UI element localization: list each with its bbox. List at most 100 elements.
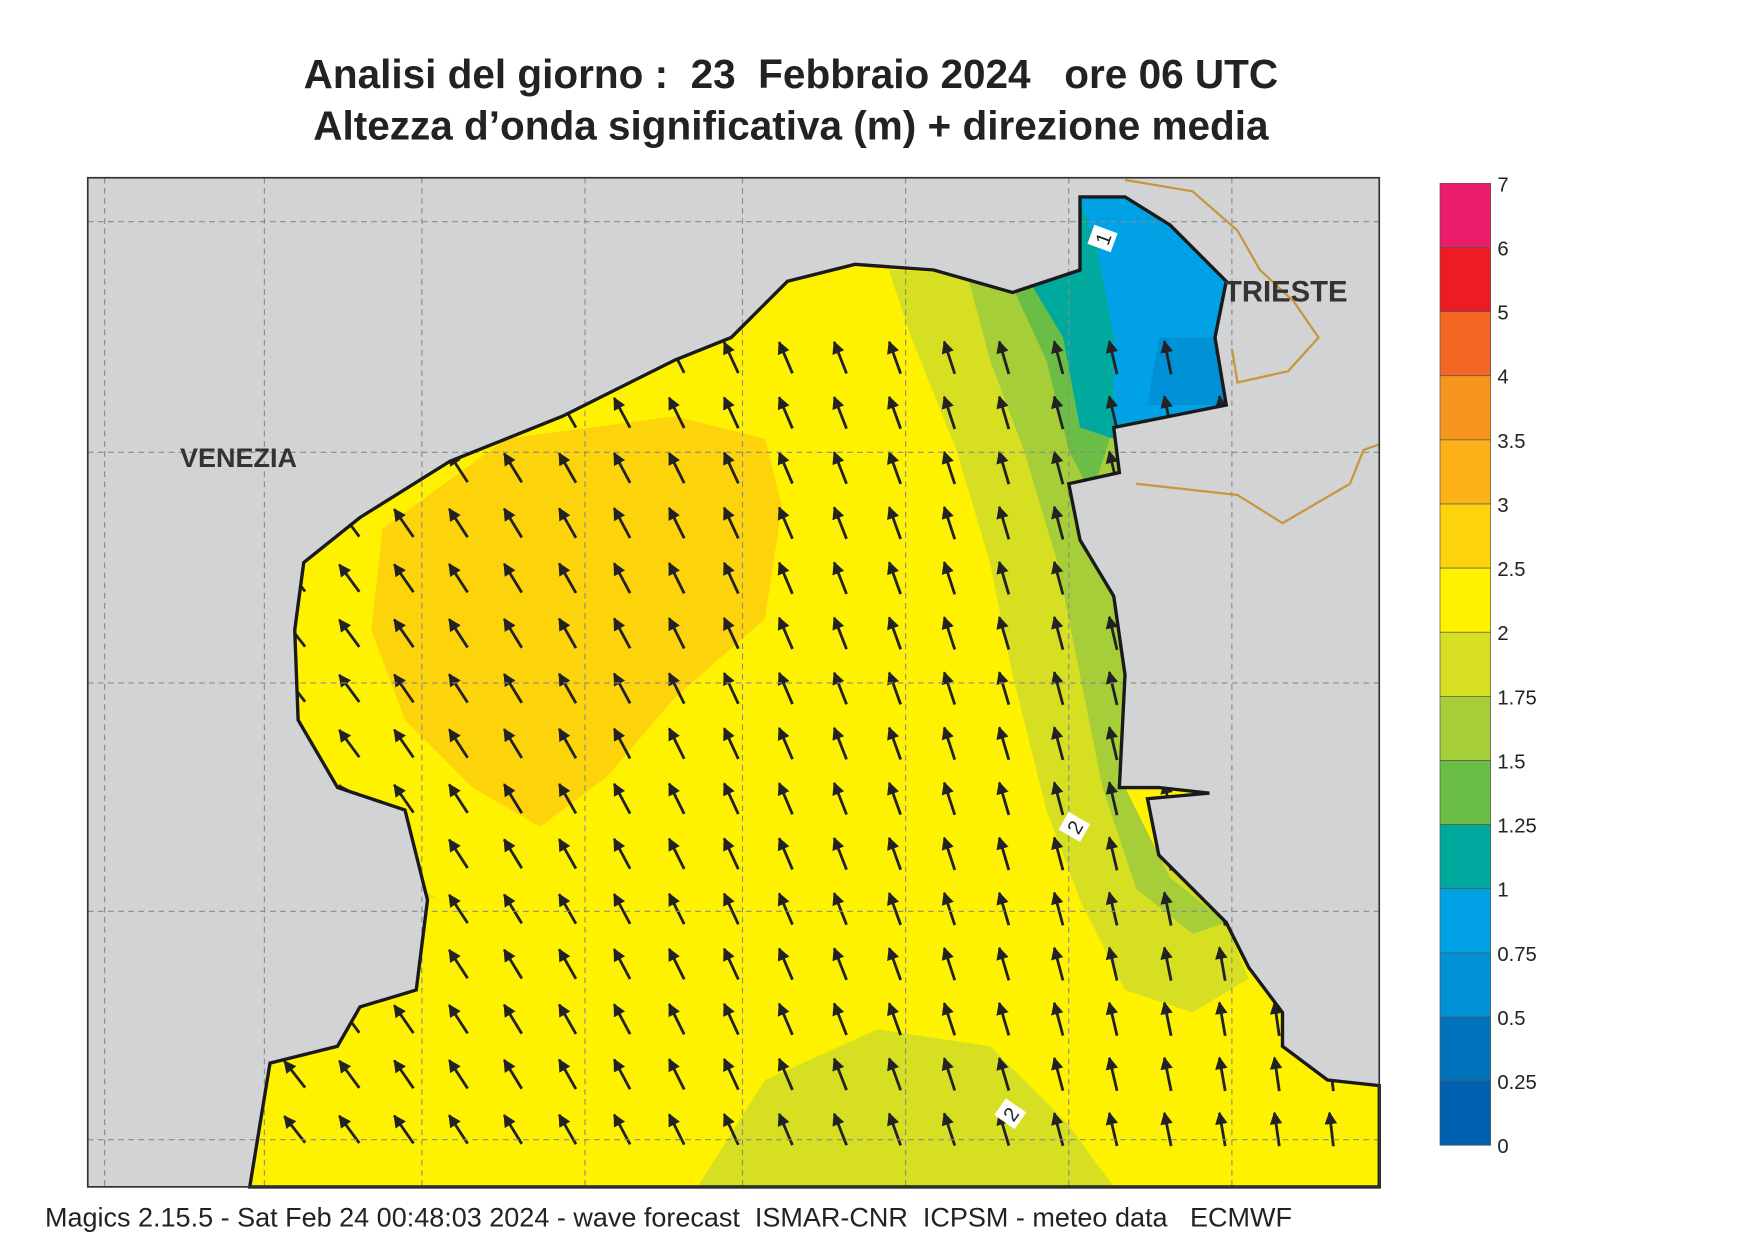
- wave-direction-arrow: [503, 948, 523, 980]
- wave-direction-arrow: [448, 507, 469, 539]
- wave-direction-arrow: [1269, 1111, 1283, 1147]
- colorbar-label: 7: [1497, 174, 1508, 196]
- contour-label-box: [1058, 811, 1091, 842]
- wave-direction-arrow: [996, 946, 1011, 981]
- wave-direction-arrow: [667, 1058, 686, 1091]
- colorbar-swatch: [1439, 760, 1491, 825]
- wave-direction-arrow: [832, 1112, 848, 1146]
- wave-direction-arrow: [722, 616, 740, 650]
- wave-direction-arrow: [667, 617, 686, 650]
- colorbar-label: 1.75: [1497, 687, 1536, 709]
- wave-direction-arrow: [996, 891, 1011, 926]
- wave-direction-arrow: [503, 617, 523, 649]
- colorbar-label: 0.75: [1497, 944, 1536, 966]
- wave-direction-arrow: [832, 781, 848, 815]
- wave-direction-arrow: [996, 505, 1011, 540]
- wave-direction-arrow: [557, 782, 578, 815]
- colorbar-swatch: [1439, 952, 1491, 1018]
- wave-direction-arrow: [503, 562, 523, 594]
- wave-direction-arrow: [722, 837, 740, 870]
- colorbar-label: 0: [1497, 1136, 1508, 1158]
- wave-direction-arrow: [667, 396, 686, 429]
- colorbar-swatch: [1439, 696, 1491, 761]
- wave-direction-arrow: [722, 727, 740, 760]
- wave-direction-arrow: [941, 450, 957, 485]
- wave-direction-arrow: [996, 1056, 1011, 1091]
- wave-direction-arrow: [1105, 340, 1119, 375]
- wave-direction-arrow: [393, 1004, 415, 1034]
- contour-labels: 1 2 2: [994, 224, 1118, 1130]
- wave-direction-arrow: [612, 948, 632, 980]
- wave-direction-arrow: [612, 617, 632, 649]
- wave-direction-arrow: [283, 1060, 307, 1089]
- wave-direction-arrow: [1051, 1056, 1065, 1092]
- wave-direction-arrow: [996, 1001, 1011, 1036]
- wave-direction-arrow: [667, 1003, 686, 1035]
- wave-direction-arrow: [941, 395, 957, 430]
- contour-label-box: [1087, 224, 1118, 253]
- wave-direction-arrow: [667, 506, 686, 539]
- colorbar-label: 6: [1497, 238, 1508, 260]
- colorbar-swatch: [1439, 1080, 1491, 1146]
- wave-direction-arrow: [996, 615, 1011, 650]
- wave-direction-arrow: [777, 396, 794, 429]
- colorbar-swatch: [1439, 311, 1491, 377]
- wave-direction-arrow: [612, 562, 632, 594]
- wave-direction-arrow: [612, 672, 632, 705]
- wave-direction-arrow: [1160, 1001, 1173, 1037]
- colorbar-label: 3.5: [1497, 431, 1525, 453]
- wave-direction-arrow: [557, 672, 578, 704]
- wave-direction-arrow: [887, 395, 902, 430]
- wave-direction-arrow: [832, 451, 848, 485]
- wave-direction-arrow: [1215, 946, 1228, 981]
- colorbar-swatch: [1439, 824, 1491, 890]
- colorbar-label: 0.5: [1497, 1008, 1525, 1030]
- wave-direction-arrow: [667, 892, 686, 925]
- colorbar: 7 6 5 4 3.5 3 2.5 2 1.75 1.5 1.25 1 0.75 0.5 0.25 0: [1439, 174, 1537, 1158]
- contour-label: 2: [994, 1098, 1027, 1130]
- wave-direction-arrow: [503, 1114, 523, 1145]
- wave-zone: [888, 270, 1249, 1013]
- wave-direction-arrow: [832, 1057, 848, 1091]
- wave-direction-arrow: [832, 671, 848, 705]
- wave-direction-arrow: [1051, 836, 1065, 871]
- wave-direction-arrow: [557, 617, 578, 649]
- wave-direction-arrow: [503, 728, 523, 759]
- colorbar-swatch: [1439, 375, 1491, 441]
- wave-direction-arrow: [1105, 1111, 1119, 1147]
- wave-direction-arrow: [338, 1059, 361, 1089]
- wave-direction-arrow: [722, 947, 740, 981]
- wave-direction-arrow: [1324, 1111, 1338, 1147]
- colorbar-swatch: [1439, 503, 1491, 569]
- wave-direction-arrow: [503, 838, 523, 870]
- wave-direction-arrow: [941, 1002, 957, 1036]
- wave-direction-arrow: [393, 783, 415, 814]
- wave-direction-arrow: [1105, 670, 1119, 706]
- wave-direction-arrow: [338, 618, 361, 648]
- wave-direction-arrow: [941, 1112, 957, 1146]
- wave-direction-arrow: [667, 672, 686, 705]
- wave-direction-arrow: [941, 561, 957, 595]
- wave-direction-arrow: [941, 726, 957, 761]
- wave-direction-arrow: [722, 341, 740, 374]
- wave-direction-arrow: [722, 1002, 740, 1036]
- wave-direction-arrow: [1051, 395, 1065, 430]
- wave-direction-arrow: [557, 452, 578, 484]
- wave-direction-arrow: [777, 726, 794, 760]
- wave-direction-arrow: [503, 783, 523, 814]
- wave-direction-arrow: [941, 781, 957, 816]
- wave-direction-arrow: [557, 893, 578, 925]
- colorbar-label: 0.25: [1497, 1072, 1536, 1094]
- wave-direction-arrow: [448, 1114, 469, 1145]
- colorbar-swatch: [1439, 1016, 1491, 1082]
- wave-direction-arrow: [1215, 1001, 1228, 1037]
- map-border: [86, 176, 1381, 1188]
- wave-direction-arrow: [941, 505, 957, 540]
- wave-direction-arrow: [777, 561, 794, 595]
- wave-direction-arrow: [722, 561, 740, 595]
- wave-direction-arrow: [941, 946, 957, 981]
- wave-direction-arrow: [832, 616, 848, 650]
- wave-direction-arrow: [393, 1059, 415, 1090]
- colorbar-label: 2.5: [1497, 559, 1525, 581]
- wave-direction-arrow: [1051, 946, 1065, 981]
